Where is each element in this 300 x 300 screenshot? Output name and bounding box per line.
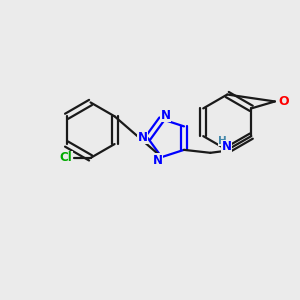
Text: N: N [138, 130, 148, 144]
Text: Cl: Cl [60, 152, 72, 164]
Text: O: O [278, 95, 289, 108]
Text: N: N [153, 154, 163, 166]
Text: N: N [222, 140, 232, 153]
Text: H: H [218, 136, 227, 146]
Text: N: N [160, 109, 171, 122]
